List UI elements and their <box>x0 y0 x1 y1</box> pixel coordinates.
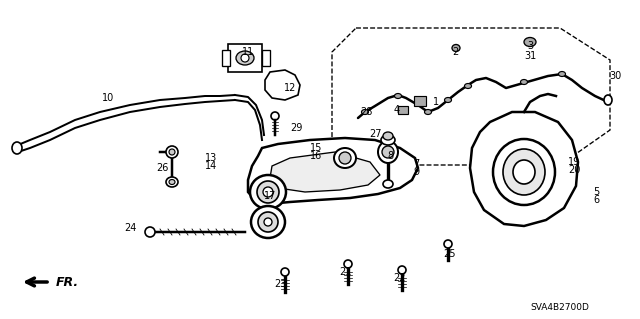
Text: 31: 31 <box>524 51 536 61</box>
Ellipse shape <box>559 71 566 77</box>
Ellipse shape <box>281 268 289 276</box>
Ellipse shape <box>145 227 155 237</box>
Ellipse shape <box>169 149 175 155</box>
Text: 3: 3 <box>527 41 533 51</box>
Polygon shape <box>265 70 300 100</box>
Ellipse shape <box>166 146 178 158</box>
Text: 7: 7 <box>413 159 419 169</box>
Text: 12: 12 <box>284 83 296 93</box>
Text: 10: 10 <box>102 93 114 103</box>
Polygon shape <box>332 28 610 165</box>
Text: 24: 24 <box>124 223 136 233</box>
Text: 28: 28 <box>360 107 372 117</box>
Ellipse shape <box>381 135 395 145</box>
Ellipse shape <box>251 206 285 238</box>
Text: 29: 29 <box>290 123 302 133</box>
Text: 17: 17 <box>264 191 276 201</box>
Bar <box>414 96 426 106</box>
Ellipse shape <box>382 146 394 158</box>
Text: 6: 6 <box>593 195 599 205</box>
Bar <box>398 106 408 114</box>
Text: 2: 2 <box>452 47 458 57</box>
Ellipse shape <box>493 139 555 205</box>
Ellipse shape <box>604 95 612 105</box>
Text: 27: 27 <box>370 129 382 139</box>
Ellipse shape <box>271 112 279 120</box>
Text: 15: 15 <box>310 143 322 153</box>
Text: 20: 20 <box>568 165 580 175</box>
Ellipse shape <box>378 141 398 163</box>
Ellipse shape <box>263 187 273 197</box>
Ellipse shape <box>258 212 278 232</box>
Bar <box>262 50 270 66</box>
Polygon shape <box>248 138 418 204</box>
Text: 4: 4 <box>394 105 400 115</box>
Text: 30: 30 <box>609 71 621 81</box>
Bar <box>228 44 262 72</box>
Text: 13: 13 <box>205 153 217 163</box>
Text: SVA4B2700D: SVA4B2700D <box>531 303 589 313</box>
Ellipse shape <box>394 93 401 99</box>
Ellipse shape <box>166 177 178 187</box>
Text: 11: 11 <box>242 47 254 57</box>
Ellipse shape <box>241 54 249 62</box>
Ellipse shape <box>169 180 175 184</box>
Ellipse shape <box>452 44 460 51</box>
Ellipse shape <box>503 149 545 195</box>
Ellipse shape <box>398 266 406 274</box>
Ellipse shape <box>524 38 536 47</box>
Ellipse shape <box>362 109 369 115</box>
Text: 26: 26 <box>156 163 168 173</box>
Ellipse shape <box>424 109 431 115</box>
Text: 21: 21 <box>339 267 351 277</box>
Text: FR.: FR. <box>56 276 79 288</box>
Text: 8: 8 <box>387 151 393 161</box>
Text: 14: 14 <box>205 161 217 171</box>
Ellipse shape <box>236 51 254 65</box>
Text: 5: 5 <box>593 187 599 197</box>
Polygon shape <box>470 112 578 226</box>
Ellipse shape <box>257 181 279 203</box>
Polygon shape <box>270 152 380 192</box>
Ellipse shape <box>444 240 452 248</box>
Ellipse shape <box>250 175 286 209</box>
Ellipse shape <box>264 218 272 226</box>
Ellipse shape <box>445 98 451 102</box>
Text: 25: 25 <box>444 249 456 259</box>
Text: 23: 23 <box>274 279 286 289</box>
Ellipse shape <box>520 79 527 85</box>
Text: 22: 22 <box>394 273 406 283</box>
Text: 9: 9 <box>413 167 419 177</box>
Ellipse shape <box>334 148 356 168</box>
Ellipse shape <box>339 152 351 164</box>
Text: 1: 1 <box>433 97 439 107</box>
Ellipse shape <box>513 160 535 184</box>
Ellipse shape <box>12 142 22 154</box>
Ellipse shape <box>383 180 393 188</box>
Bar <box>222 50 230 66</box>
Ellipse shape <box>344 260 352 268</box>
Text: 19: 19 <box>568 157 580 167</box>
Ellipse shape <box>383 132 393 140</box>
Ellipse shape <box>465 84 472 88</box>
Text: 16: 16 <box>310 151 322 161</box>
